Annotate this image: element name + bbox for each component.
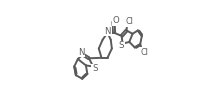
Text: O: O [112,16,119,25]
Text: Cl: Cl [125,17,133,26]
Text: S: S [119,41,124,50]
Text: Cl: Cl [141,48,149,57]
Text: N: N [78,48,85,57]
Text: N: N [104,27,111,36]
Text: S: S [92,64,97,73]
